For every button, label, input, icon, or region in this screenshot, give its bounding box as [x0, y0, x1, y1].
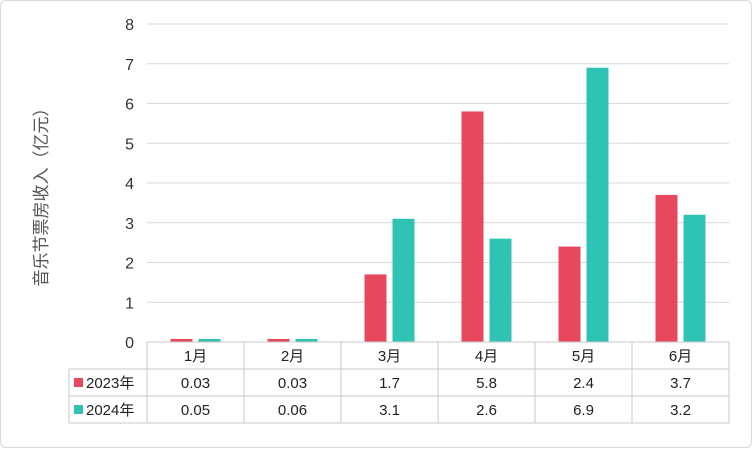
x-category-label: 3月	[378, 348, 401, 365]
bars	[170, 67, 706, 342]
table-value-cell: 0.06	[278, 402, 307, 419]
y-tick-label: 1	[125, 295, 134, 312]
table-value-cell: 5.8	[476, 375, 497, 392]
table-value-cell: 2.6	[476, 402, 497, 419]
x-category-label: 4月	[475, 348, 498, 365]
x-category-label: 6月	[669, 348, 692, 365]
bar-series1-1	[170, 339, 193, 342]
y-axis-ticks: 0 1 2 3 4 5 6 7 8	[125, 17, 134, 352]
x-category-label: 1月	[184, 348, 207, 365]
y-tick-label: 6	[125, 97, 134, 114]
table-value-cell: 0.05	[181, 402, 210, 419]
y-tick-label: 3	[125, 216, 134, 233]
bar-series1-3	[364, 274, 387, 342]
bar-series2-3	[392, 218, 415, 342]
table-value-cell: 1.7	[379, 375, 400, 392]
y-tick-label: 5	[125, 136, 134, 153]
x-category-label: 5月	[572, 348, 595, 365]
y-tick-label: 4	[125, 176, 134, 193]
table-value-cell: 0.03	[278, 375, 307, 392]
bar-series2-6	[683, 214, 706, 342]
gridlines	[147, 23, 729, 343]
table-value-cell: 3.1	[379, 402, 400, 419]
bar-series2-5	[586, 67, 609, 342]
table-value-cell: 3.2	[670, 402, 691, 419]
bar-series1-2	[267, 339, 290, 342]
y-tick-label: 2	[125, 256, 134, 273]
y-tick-label: 8	[125, 17, 134, 34]
bar-series1-4	[461, 111, 484, 342]
x-category-label: 2月	[281, 348, 304, 365]
table-value-cell: 2.4	[573, 375, 594, 392]
bar-series2-1	[198, 339, 221, 342]
legend-series-name: 2024年	[86, 402, 134, 419]
table-value-cell: 3.7	[670, 375, 691, 392]
y-axis-label: 音乐节票房收入（亿元）	[32, 100, 51, 287]
legend-swatch	[74, 405, 83, 414]
y-tick-label: 7	[125, 57, 134, 74]
table-value-cell: 6.9	[573, 402, 594, 419]
legend-swatch	[74, 378, 83, 387]
table-value-cell: 0.03	[181, 375, 210, 392]
y-tick-label: 0	[125, 335, 134, 352]
bar-series2-2	[295, 339, 318, 342]
data-table: 1月 2月 3月 4月 5月 6月 2023年 0.03 0.03 1.7 5.8 2.4 3.7 202…	[68, 341, 730, 424]
bar-series1-5	[558, 246, 581, 342]
bar-series1-6	[655, 194, 678, 342]
bar-series2-4	[489, 238, 512, 342]
legend-series-name: 2023年	[86, 375, 134, 392]
